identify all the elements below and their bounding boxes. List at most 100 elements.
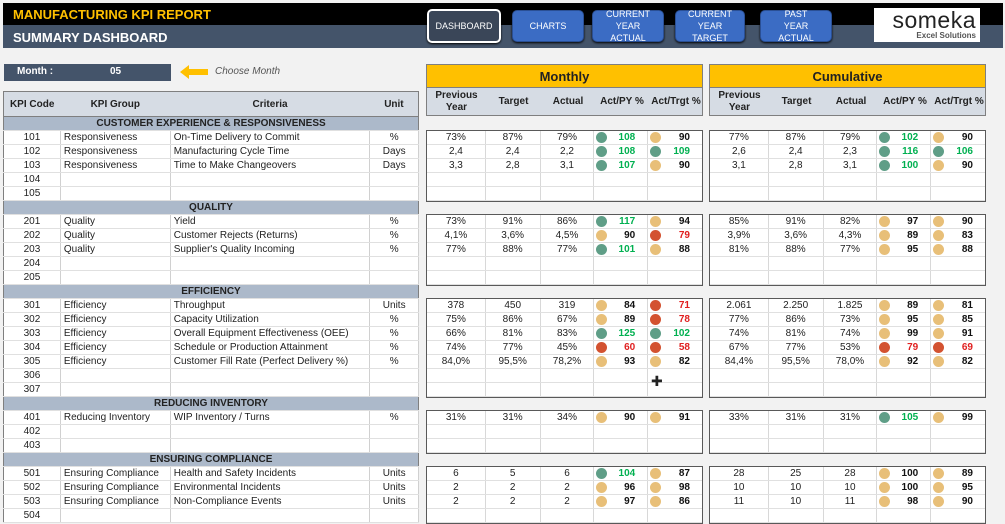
monthly-act-py-cell: 93 <box>594 355 649 368</box>
monthly-act-trgt-cell: 82 <box>648 355 702 368</box>
cumulative-row <box>710 439 985 453</box>
monthly-value <box>541 439 595 452</box>
monthly-value: 81% <box>486 327 541 340</box>
monthly-act-trgt-cell: 102 <box>648 327 702 340</box>
status-dot-amber-icon <box>879 496 891 507</box>
monthly-block: 31% 31% 34% 90 91 <box>426 410 703 454</box>
monthly-act-trgt-pct: 78 <box>678 314 690 325</box>
table-row: 104 <box>3 172 419 187</box>
monthly-value <box>541 187 595 200</box>
cumulative-value: 31% <box>824 411 878 424</box>
kpi-code: 305 <box>3 354 61 369</box>
cumulative-value: 28 <box>710 467 769 480</box>
month-value[interactable]: 05 <box>110 66 122 77</box>
table-row: 504 <box>3 508 419 523</box>
monthly-act-trgt-pct: 91 <box>678 412 690 423</box>
table-row: 205 <box>3 270 419 285</box>
cumulative-value <box>769 271 824 284</box>
cumulative-value <box>710 173 769 186</box>
kpi-group: Ensuring Compliance <box>60 480 171 495</box>
monthly-value <box>541 271 595 284</box>
monthly-value: 83% <box>541 327 595 340</box>
cumulative-act-py-cell <box>877 383 932 396</box>
cumulative-act-py-cell: 97 <box>877 215 932 228</box>
cumulative-value: 85% <box>710 215 769 228</box>
status-dot-amber-icon <box>596 412 608 423</box>
status-dot-amber-icon <box>879 314 891 325</box>
monthly-value: 2,8 <box>486 159 541 172</box>
monthly-value: 4,5% <box>541 229 595 242</box>
section-row: EFFICIENCY <box>3 284 419 299</box>
cumulative-value: 2.061 <box>710 299 769 312</box>
status-dot-green-icon <box>596 328 608 339</box>
cumulative-act-trgt-pct: 90 <box>961 216 973 227</box>
kpi-code: 203 <box>3 242 61 257</box>
cumulative-value <box>769 439 824 452</box>
kpi-unit: Units <box>369 494 419 509</box>
table-row: 301 Efficiency Throughput Units <box>3 298 419 313</box>
cumulative-block: 77% 87% 79% 102 90 2,6 2,4 2,3 116 106 3,1 2,8 3,1 10… <box>709 130 986 202</box>
monthly-value: 86% <box>486 313 541 326</box>
status-dot-amber-icon <box>596 300 608 311</box>
status-dot-amber-icon <box>596 356 608 367</box>
cumulative-row: 11 10 11 98 90 <box>710 495 985 509</box>
kpi-unit <box>369 438 419 453</box>
cumulative-value <box>769 383 824 396</box>
cumulative-value <box>710 425 769 438</box>
kpi-unit: Units <box>369 480 419 495</box>
cumulative-row: 3,1 2,8 3,1 100 90 <box>710 159 985 173</box>
section-row: CUSTOMER EXPERIENCE & RESPONSIVENESS <box>3 116 419 131</box>
month-selector[interactable]: Month : 05 <box>4 64 171 81</box>
table-row: 101 Responsiveness On-Time Delivery to Com… <box>3 130 419 145</box>
nav-charts-button[interactable]: CHARTS <box>512 10 584 42</box>
monthly-row: 6 5 6 104 87 <box>427 467 702 481</box>
status-dot-red-icon <box>933 342 945 353</box>
monthly-act-py-cell: 89 <box>594 313 649 326</box>
cumulative-row <box>710 257 985 271</box>
monthly-act-trgt-pct: 94 <box>678 216 690 227</box>
kpi-group: Responsiveness <box>60 158 171 173</box>
kpi-unit: % <box>369 312 419 327</box>
status-dot-green-icon <box>650 146 662 157</box>
kpi-criteria: Health and Safety Incidents <box>170 466 371 481</box>
cumulative-value <box>769 509 824 522</box>
cumulative-value: 67% <box>710 341 769 354</box>
kpi-group <box>60 172 171 187</box>
status-dot-red-icon <box>596 342 608 353</box>
kpi-group <box>60 382 171 397</box>
monthly-row <box>427 369 702 383</box>
section-row: ENSURING COMPLIANCE <box>3 452 419 467</box>
nav-dashboard-button[interactable]: DASHBOARD <box>427 9 501 43</box>
kpi-unit: % <box>369 130 419 145</box>
cumulative-value: 2,4 <box>769 145 824 158</box>
status-dot-amber-icon <box>933 160 945 171</box>
status-dot-green-icon <box>879 160 891 171</box>
status-dot-amber-icon <box>650 132 662 143</box>
kpi-group: Efficiency <box>60 298 171 313</box>
monthly-act-trgt-cell: 109 <box>648 145 702 158</box>
status-dot-amber-icon <box>933 300 945 311</box>
nav-past-year-actual-button[interactable]: PAST YEAR ACTUAL <box>760 9 832 43</box>
nav-current-year-actual-button[interactable]: CURRENT YEAR ACTUAL <box>592 9 664 43</box>
monthly-act-py-cell: 125 <box>594 327 649 340</box>
status-dot-amber-icon <box>933 132 945 143</box>
nav-current-year-target-button[interactable]: CURRENT YEAR TARGET <box>675 9 745 43</box>
cumulative-row: 2,6 2,4 2,3 116 106 <box>710 145 985 159</box>
monthly-value: 77% <box>486 341 541 354</box>
kpi-criteria <box>170 382 371 397</box>
kpi-code: 503 <box>3 494 61 509</box>
cumulative-act-py-cell: 89 <box>877 299 932 312</box>
status-dot-amber-icon <box>650 412 662 423</box>
monthly-row: 66% 81% 83% 125 102 <box>427 327 702 341</box>
kpi-group: Quality <box>60 242 171 257</box>
cumulative-act-trgt-cell: 90 <box>931 159 985 172</box>
monthly-act-trgt-pct: 88 <box>678 244 690 255</box>
monthly-act-py-cell: 96 <box>594 481 649 494</box>
subtitle-bar <box>3 25 1003 48</box>
cumulative-value <box>710 509 769 522</box>
monthly-value: 86% <box>541 215 595 228</box>
cumulative-act-py-cell <box>877 271 932 284</box>
cumulative-value <box>824 173 878 186</box>
monthly-row: 73% 91% 86% 117 94 <box>427 215 702 229</box>
kpi-criteria <box>170 508 371 523</box>
